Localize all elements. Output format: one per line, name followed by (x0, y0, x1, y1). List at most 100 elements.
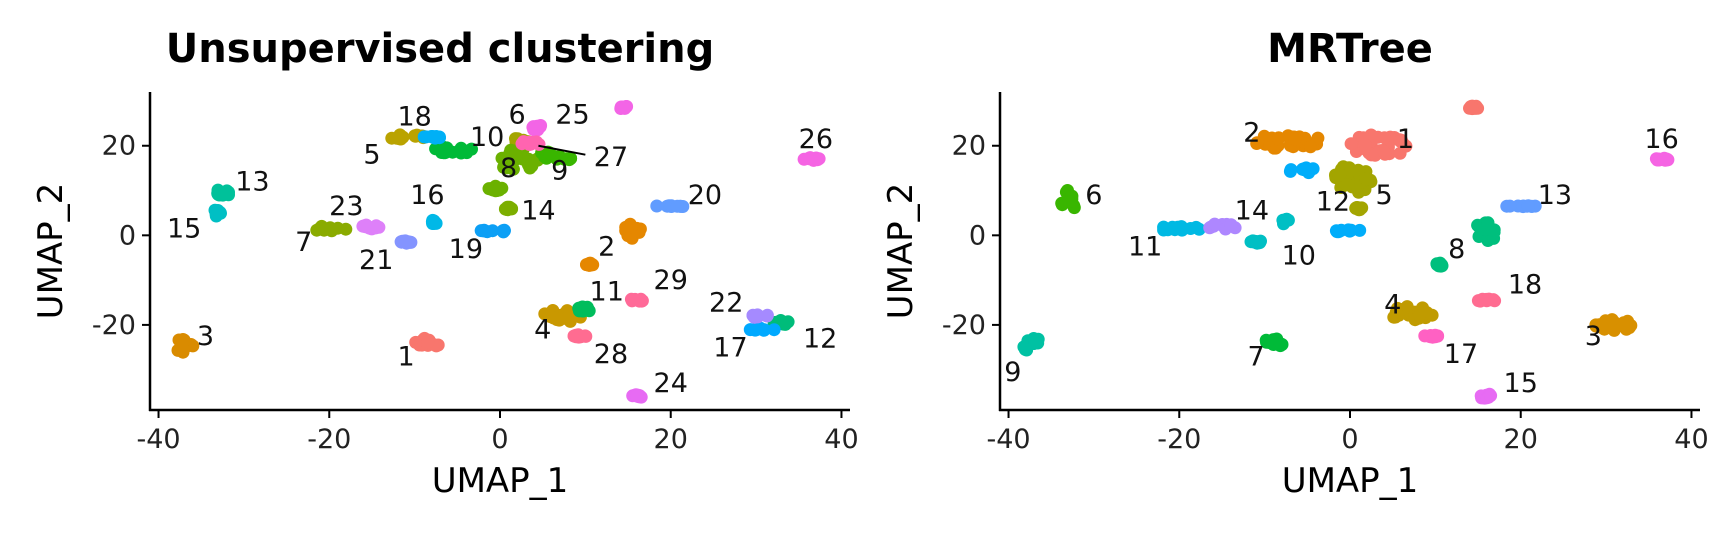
point (1393, 134, 1407, 148)
y-tick-label: 20 (952, 131, 986, 162)
cluster-label-4: 4 (534, 314, 551, 345)
cluster-label-18: 18 (397, 102, 431, 133)
point (1259, 333, 1273, 347)
point (750, 323, 763, 337)
cluster-label-25: 25 (555, 99, 589, 130)
point (543, 310, 557, 323)
cluster-16-points (1649, 151, 1675, 167)
point (216, 187, 230, 201)
point (809, 151, 823, 165)
cluster-label-6: 6 (508, 99, 525, 130)
point (1184, 222, 1198, 235)
point (1208, 217, 1222, 231)
point (359, 218, 373, 232)
point (1288, 132, 1302, 146)
point (474, 224, 488, 238)
point (1521, 199, 1535, 213)
cluster-12-points (1283, 161, 1367, 239)
cluster-label-7: 7 (1248, 341, 1265, 372)
cluster-label-3: 3 (197, 321, 214, 352)
point (1358, 138, 1372, 152)
cluster-3-points (1589, 313, 1638, 337)
cluster-13-points (211, 183, 235, 202)
point (751, 308, 764, 322)
point (1340, 178, 1354, 192)
cluster-label-16: 16 (410, 180, 444, 211)
point (501, 203, 515, 217)
point (650, 199, 664, 213)
cluster-19-points (474, 223, 511, 239)
cluster-label-18: 18 (1508, 270, 1542, 301)
y-tick-label: -20 (942, 310, 986, 341)
point (1028, 335, 1042, 349)
cluster-label-2: 2 (598, 232, 615, 263)
point (1018, 342, 1032, 356)
point (492, 182, 506, 196)
cluster-10-points (429, 140, 478, 160)
point (1306, 162, 1320, 176)
point (1465, 102, 1479, 116)
point (767, 323, 781, 337)
cluster-7-points (1259, 332, 1289, 353)
cluster-label-8: 8 (500, 153, 517, 184)
cluster-label-5: 5 (1376, 180, 1393, 211)
cluster-label-14: 14 (1235, 196, 1269, 227)
point (1280, 213, 1293, 227)
cluster-label-12: 12 (1316, 187, 1350, 218)
cluster-4-points (538, 304, 587, 328)
point (1432, 257, 1446, 271)
cluster-15-points (1474, 387, 1498, 405)
point (1332, 168, 1346, 182)
cluster-2-points (580, 217, 647, 272)
point (564, 312, 578, 326)
cluster-label-17: 17 (713, 332, 747, 363)
cluster-21-points (394, 234, 418, 250)
point (760, 308, 774, 322)
y-tick-label: 0 (969, 220, 986, 251)
cluster-17-points (1418, 328, 1445, 344)
points-layer (171, 100, 826, 404)
x-tick-label: 20 (1504, 424, 1538, 455)
x-tick-label: -40 (136, 424, 180, 455)
cluster-label-26: 26 (799, 124, 833, 155)
point (209, 209, 223, 223)
cluster-label-10: 10 (1282, 240, 1316, 271)
x-axis-label: UMAP_1 (1282, 461, 1419, 501)
point (1391, 308, 1405, 322)
y-tick-label: -20 (92, 310, 136, 341)
y-tick-label: 20 (102, 131, 136, 162)
point (618, 100, 632, 114)
cluster-8-points (1430, 216, 1501, 273)
point (1270, 332, 1284, 346)
point (427, 216, 440, 230)
cluster-label-23: 23 (329, 191, 363, 222)
point (1344, 137, 1358, 151)
cluster-label-22: 22 (709, 288, 743, 319)
cluster-4-points (1387, 300, 1439, 327)
x-tick-label: -40 (986, 424, 1030, 455)
point (1660, 152, 1674, 166)
point (1247, 234, 1261, 248)
point (1367, 131, 1381, 145)
point (1062, 195, 1076, 209)
point (578, 329, 592, 343)
cluster-27-leader-line (538, 144, 586, 156)
cluster-10-points (1244, 212, 1295, 250)
cluster-label-14: 14 (521, 196, 555, 227)
chart-title: MRTree (1267, 26, 1433, 72)
cluster-label-12: 12 (803, 323, 837, 354)
cluster-1-points (1344, 99, 1485, 162)
cluster-2-points (1250, 129, 1325, 155)
cluster-label-11: 11 (1128, 232, 1162, 263)
cluster-label-20: 20 (688, 180, 722, 211)
point (1427, 329, 1441, 343)
cluster-5-points (1329, 160, 1378, 217)
point (632, 293, 646, 307)
point (419, 130, 433, 144)
cluster-14-points (498, 200, 519, 217)
cluster-14-points (1203, 217, 1242, 236)
point (396, 234, 409, 248)
